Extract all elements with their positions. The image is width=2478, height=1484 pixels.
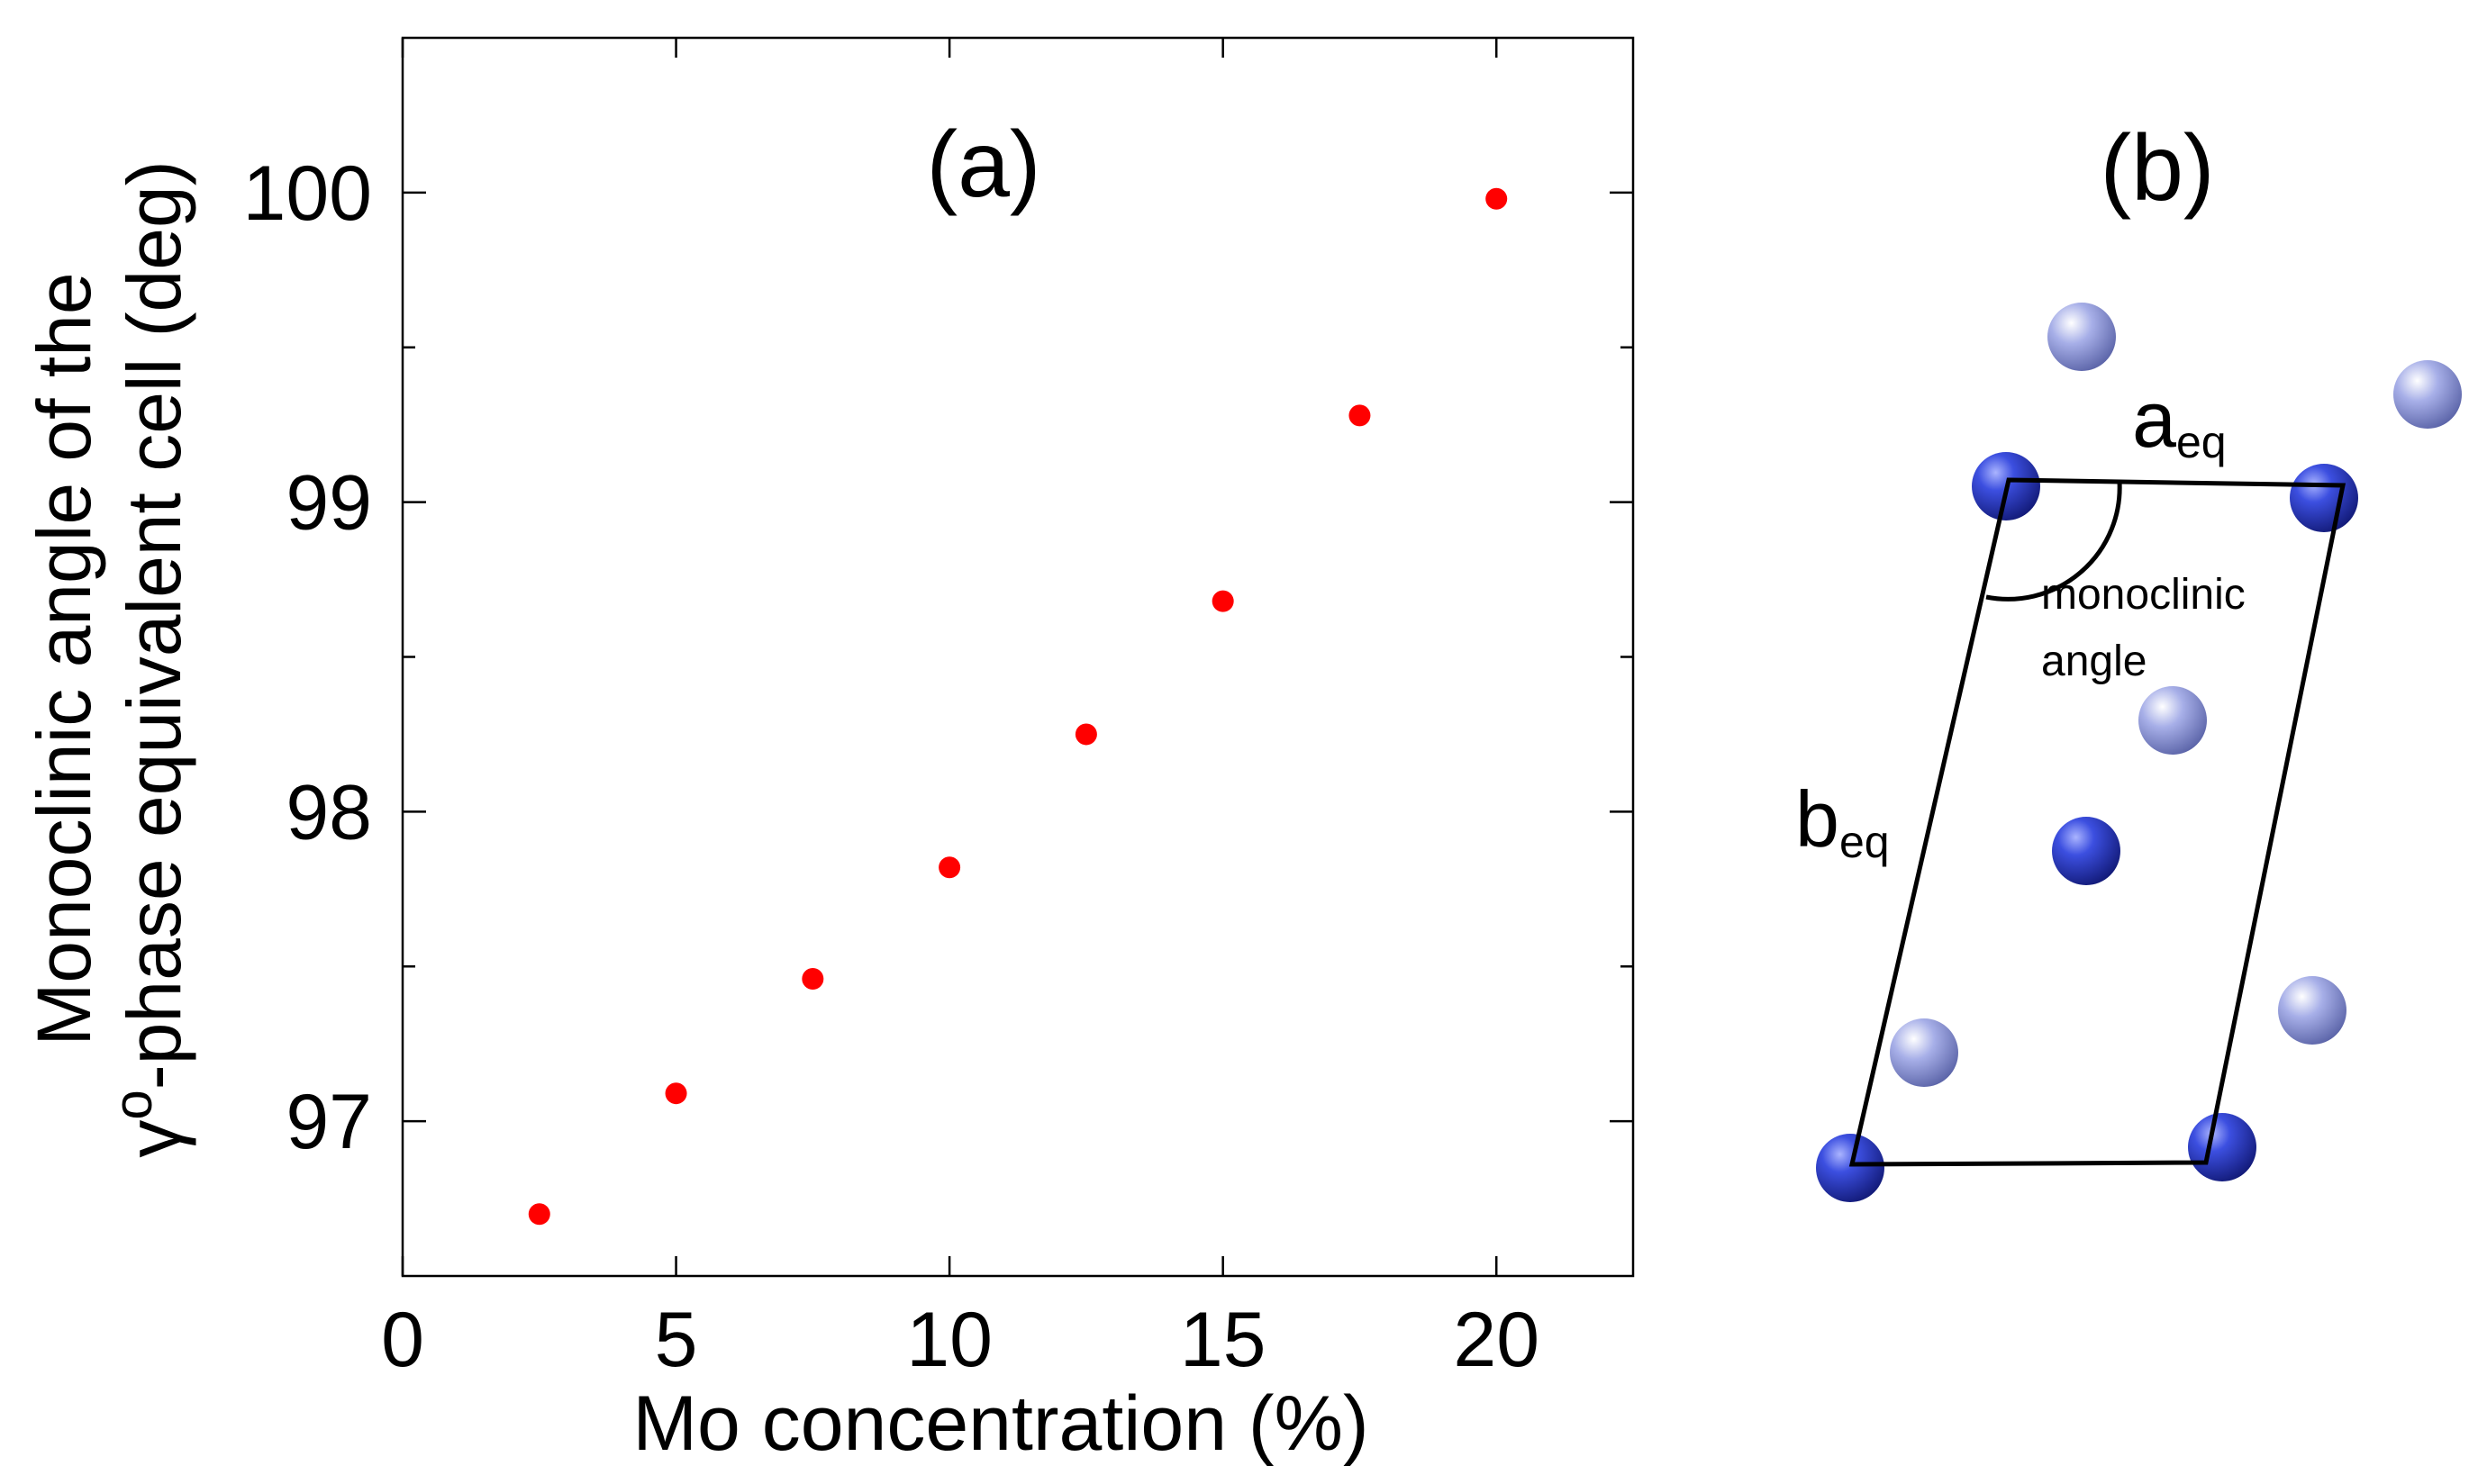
y-tick-labels: 97 98 99 100 <box>243 150 373 1165</box>
y-tick-label: 99 <box>286 460 372 547</box>
monoclinic-angle-label-line1: monoclinic <box>2041 571 2246 619</box>
data-point <box>1075 723 1097 746</box>
data-point <box>1485 187 1508 210</box>
atom-dark <box>2188 1113 2256 1181</box>
y-axis-label-line2: γo-phase equivalent cell (deg) <box>103 160 196 1157</box>
superscript-o: o <box>103 1090 163 1119</box>
data-point <box>802 968 824 990</box>
a-eq-label: aeq <box>2132 375 2227 467</box>
y-tick-label: 100 <box>243 150 373 237</box>
monoclinic-angle-label-line2: angle <box>2041 638 2147 685</box>
atom-dark <box>2290 464 2358 532</box>
crystal-diagram-panel-b: (b) aeq beq monoclinic angle <box>1795 116 2462 1202</box>
y-axis-label: Monoclinic angle of the γo-phase equival… <box>22 160 196 1157</box>
x-tick-label: 20 <box>1453 1297 1539 1383</box>
atom-dark <box>1816 1134 1884 1202</box>
panel-label-b: (b) <box>2100 116 2214 221</box>
chart-panel-a: 0 5 10 15 20 97 98 99 100 (a) Mo concentration … <box>22 36 1635 1467</box>
data-point <box>528 1203 550 1226</box>
gamma-symbol: γ <box>112 1120 196 1158</box>
x-tick-label: 10 <box>906 1297 993 1383</box>
axis-ticks <box>401 38 1633 1276</box>
data-point <box>1212 590 1234 612</box>
atom-light <box>2278 976 2346 1045</box>
atom-dark <box>2052 817 2120 885</box>
x-tick-label: 5 <box>655 1297 698 1383</box>
monoclinic-angle-arc <box>1985 481 2122 602</box>
data-point <box>1348 404 1371 427</box>
x-tick-labels: 0 5 10 15 20 <box>381 1297 1539 1383</box>
unit-cell-outline <box>1848 477 2346 1167</box>
y-axis-label-line1: Monoclinic angle of the <box>22 272 106 1045</box>
y-axis-label-rest: -phase equivalent cell (deg) <box>112 160 196 1090</box>
atom-light <box>2393 360 2462 429</box>
data-points <box>528 187 1508 1226</box>
b-eq-label: beq <box>1795 774 1890 867</box>
x-tick-label: 15 <box>1180 1297 1266 1383</box>
y-tick-label: 98 <box>286 769 372 855</box>
panel-label-a: (a) <box>926 113 1040 217</box>
x-tick-label: 0 <box>381 1297 424 1383</box>
data-point <box>665 1082 687 1105</box>
data-point <box>939 856 961 879</box>
atom-light <box>1890 1018 1958 1087</box>
x-axis-label: Mo concentration (%) <box>632 1380 1368 1467</box>
atom-light <box>2047 303 2116 371</box>
atom-light <box>2138 686 2207 755</box>
y-tick-label: 97 <box>286 1079 372 1165</box>
plot-frame <box>401 36 1635 1278</box>
